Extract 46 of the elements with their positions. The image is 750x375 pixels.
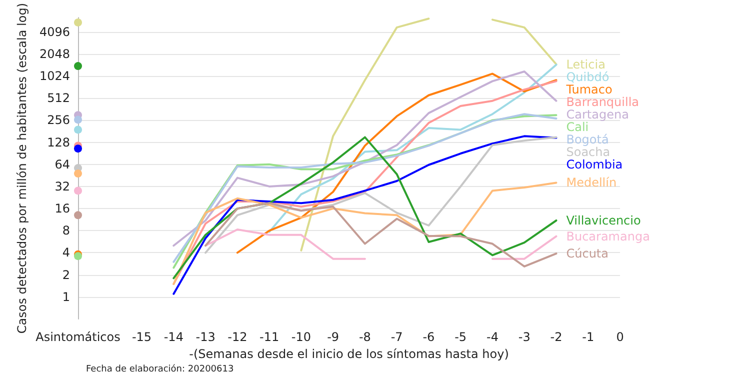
series-label: Villavicencio: [566, 213, 641, 228]
series-label: Bucaramanga: [566, 229, 650, 244]
text: Fecha de elaboración: 20200613: [86, 364, 234, 374]
x-tick-label: -8: [358, 330, 371, 344]
x-tick-label: -4: [486, 330, 498, 344]
y-tick-label: 256: [47, 113, 70, 128]
y-tick-label: 16: [54, 202, 70, 216]
series-label: Cúcuta: [566, 246, 608, 261]
x-tick-label: -11: [259, 330, 280, 344]
x-tick-label: -14: [164, 330, 184, 344]
y-tick-label: 512: [47, 91, 70, 106]
y-tick-label: 32: [54, 179, 70, 194]
y-tick-label: 128: [47, 135, 70, 150]
y-tick-label: 64: [54, 157, 70, 172]
x-tick-label: -6: [422, 330, 435, 344]
x-tick-label: -13: [196, 330, 216, 344]
x-tick-label: 0: [616, 330, 624, 344]
series-label: Cali: [566, 120, 589, 134]
y-tick-label: 1: [62, 290, 70, 304]
series-label: Barranquilla: [566, 94, 640, 109]
y-tick-label: 4096: [39, 24, 70, 39]
series-label: Bogotá: [566, 132, 609, 146]
y-tick-label: 8: [62, 224, 70, 238]
y-tick-label: 2048: [39, 46, 70, 61]
x-tick-label: -9: [327, 330, 340, 344]
series-label: Leticia: [566, 57, 606, 72]
y-tick-label: 4: [62, 246, 70, 260]
y-tick-label: 1024: [39, 69, 70, 84]
series-label: Medellín: [566, 176, 617, 190]
x-tick-label: -3: [518, 330, 530, 344]
x-tick-label: -12: [228, 330, 248, 344]
series-label: Quibdó: [566, 70, 610, 84]
x-axis-title: -(Semanas desde el inicio de los síntomas hasta hoy): [189, 346, 509, 361]
x-tick-label: -15: [132, 330, 152, 344]
series-label: Cartagena: [566, 107, 629, 122]
y-axis-title: Casos detectados por millón de habitantes (escala log): [15, 3, 29, 334]
series-label: Tumaco: [565, 82, 612, 96]
x-tick-label: -7: [390, 330, 403, 344]
x-tick-label: -1: [582, 330, 594, 344]
series-label: Soacha: [566, 144, 610, 159]
series-label: Colombia: [566, 157, 623, 172]
x-tick-label: -10: [291, 330, 311, 344]
x-tick-label: Asintomáticos: [36, 330, 120, 344]
y-tick-label: 2: [62, 268, 70, 282]
x-tick-label: -2: [550, 330, 562, 344]
x-tick-label: -5: [454, 330, 467, 344]
